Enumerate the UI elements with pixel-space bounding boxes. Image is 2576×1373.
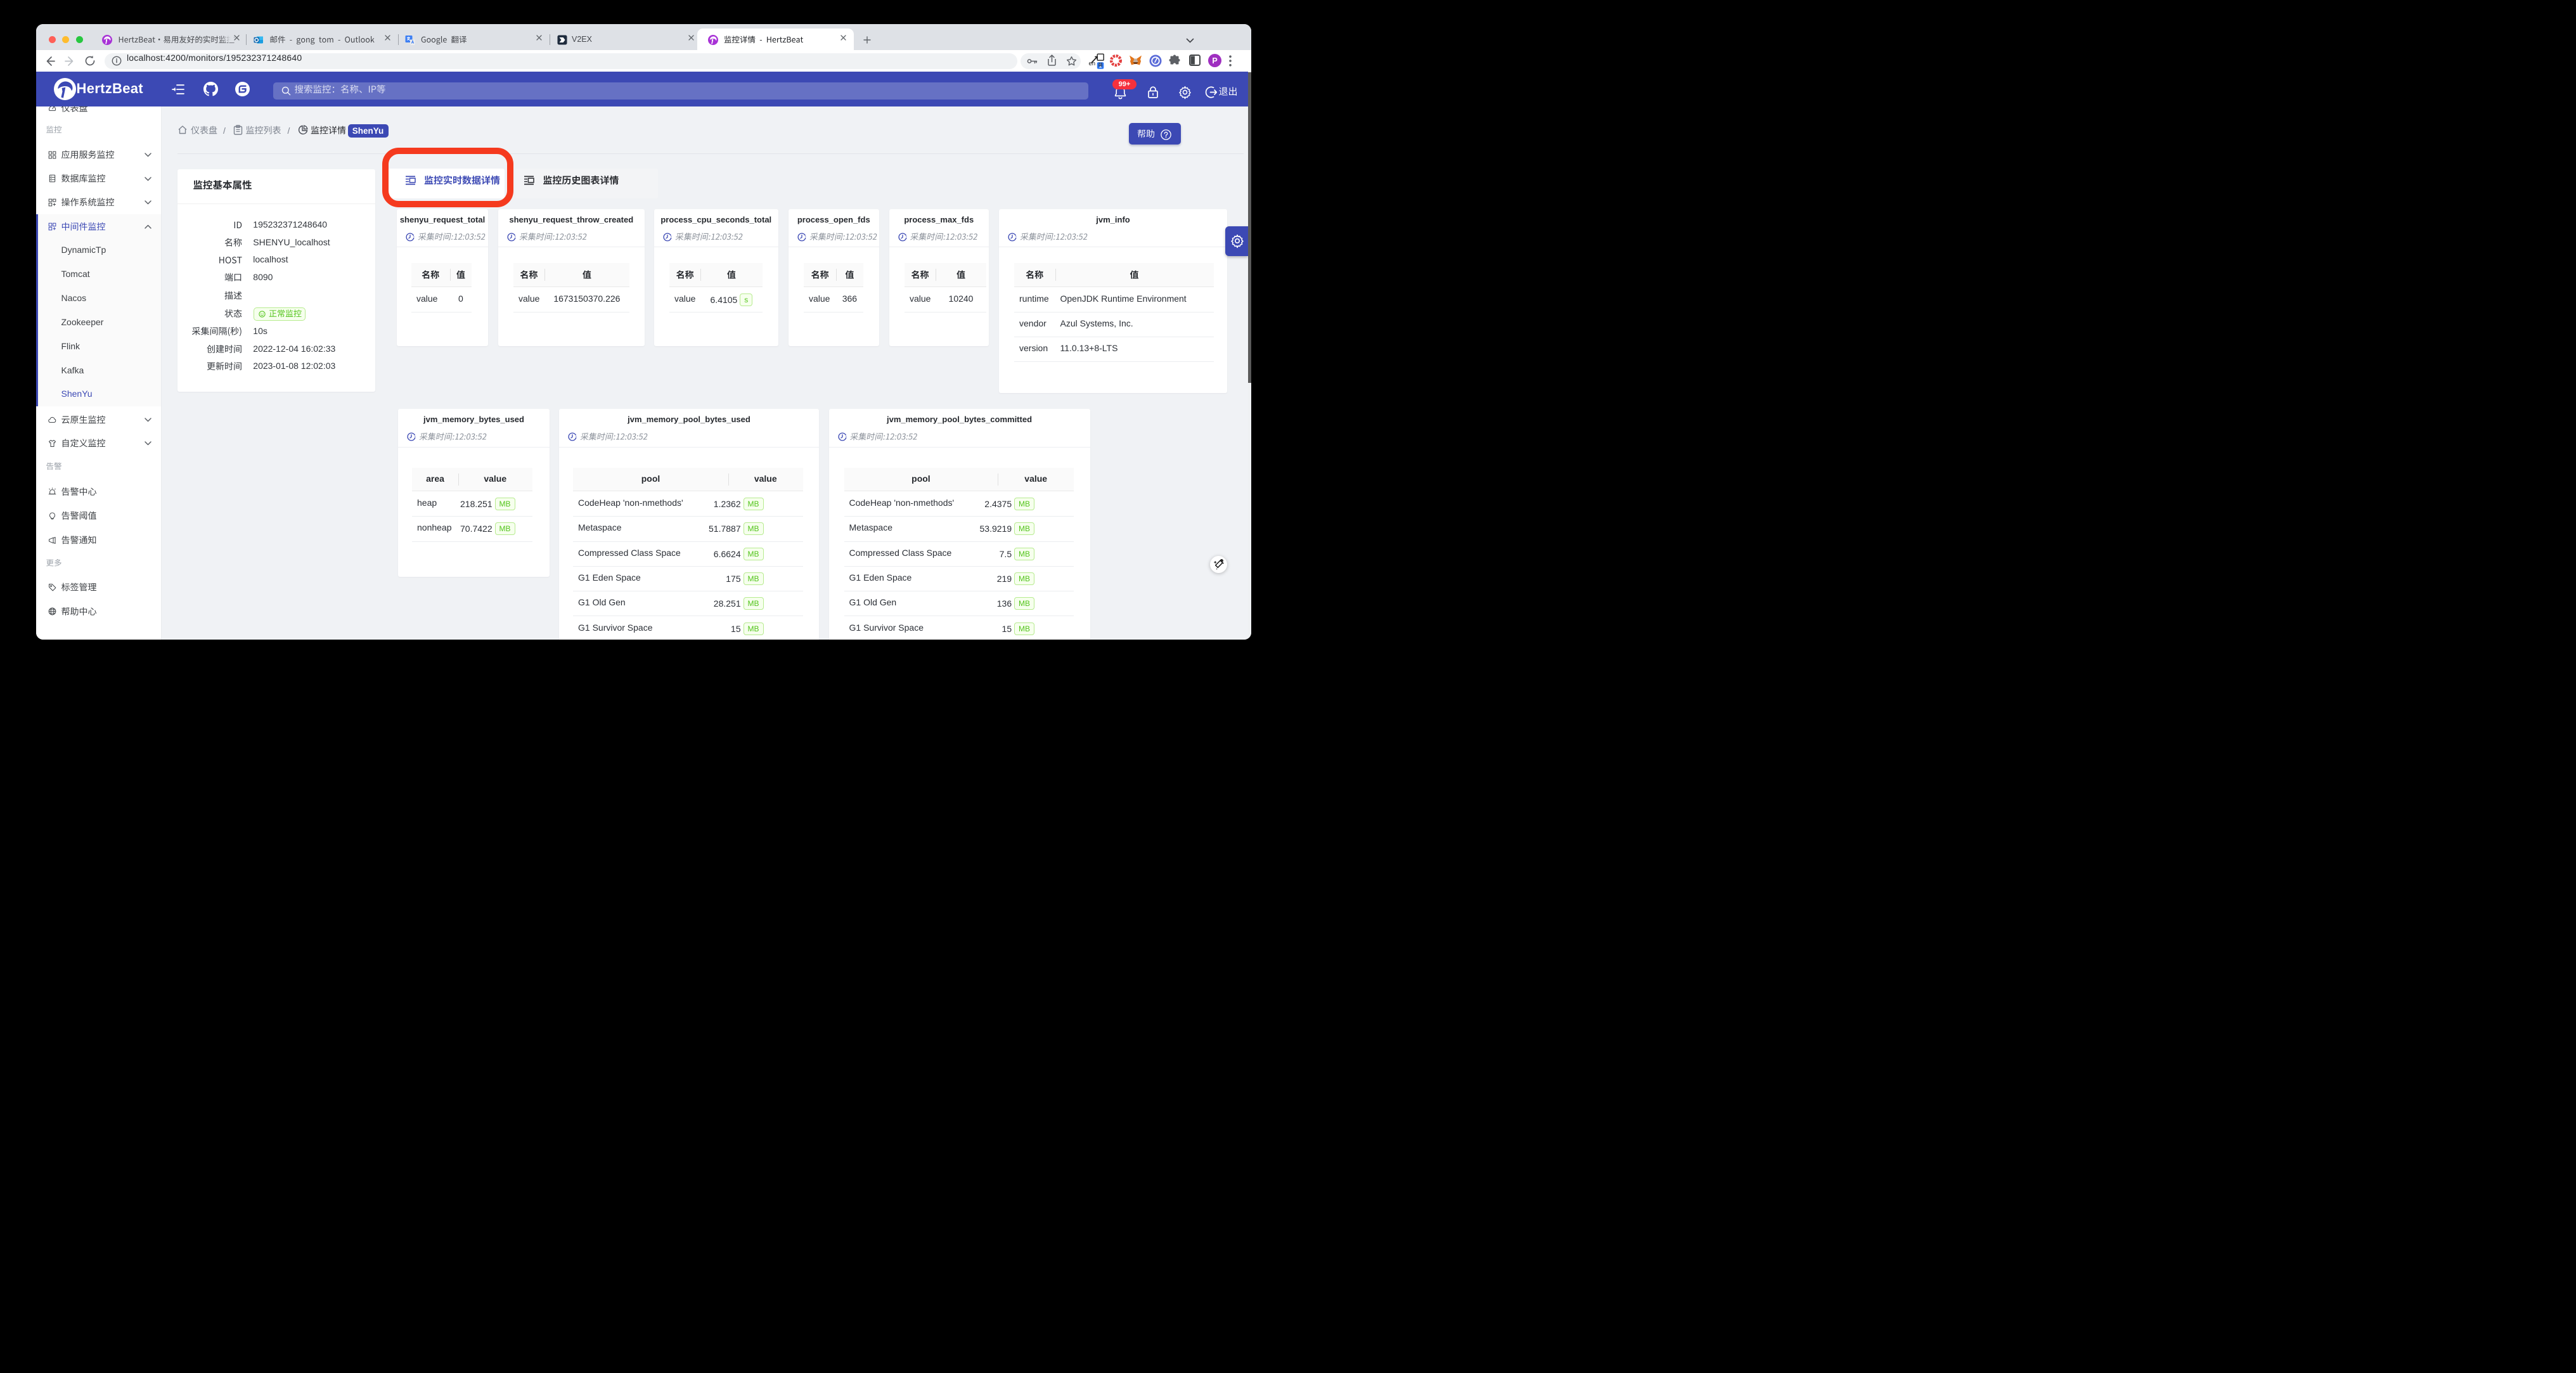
svg-text:1: 1 bbox=[1099, 63, 1102, 69]
svg-text:P: P bbox=[1212, 56, 1217, 65]
